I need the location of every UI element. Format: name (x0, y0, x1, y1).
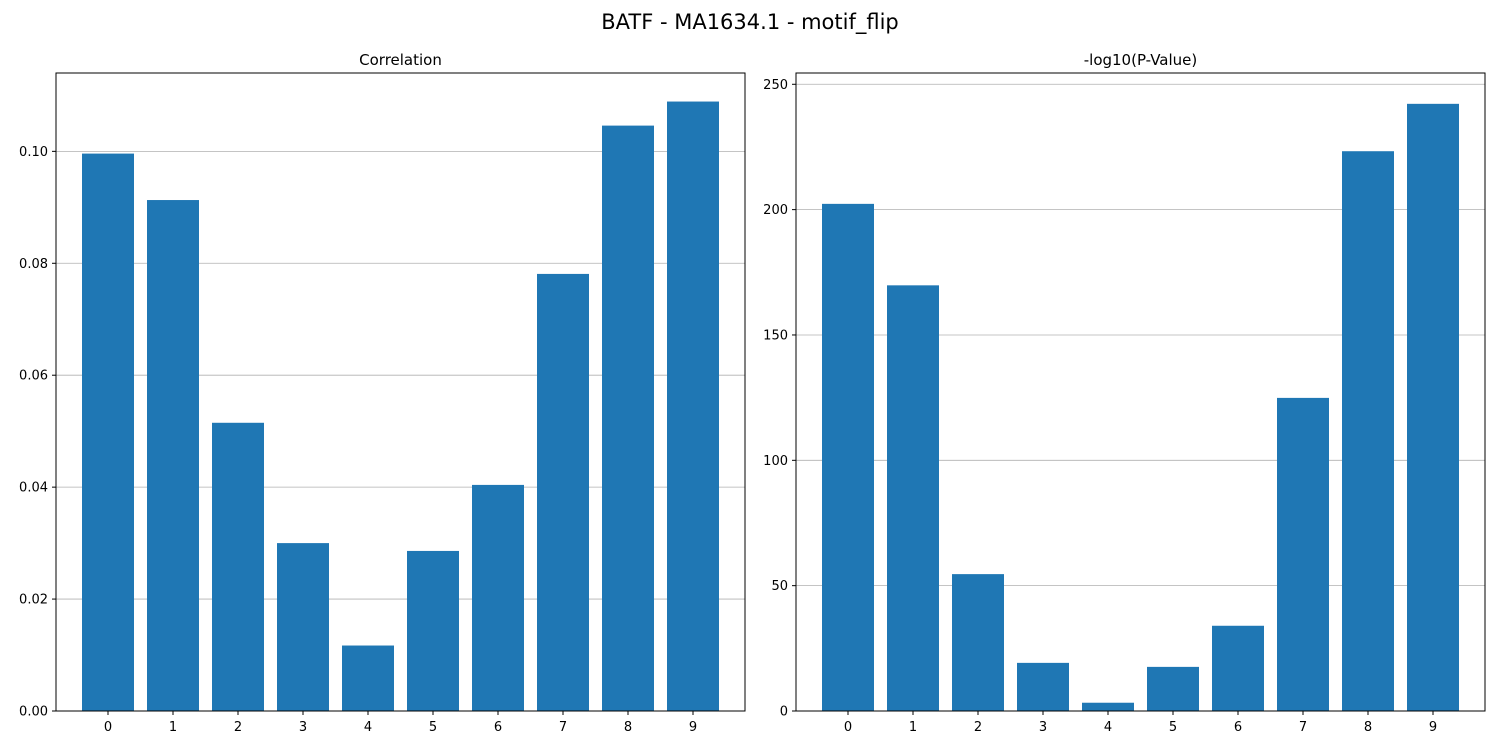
ytick-label-1-2: 100 (763, 454, 788, 469)
xtick-label-0-1: 1 (169, 720, 177, 735)
xtick-label-1-2: 2 (974, 720, 982, 735)
xtick-label-0-2: 2 (234, 720, 242, 735)
bar-1-5 (1147, 666, 1199, 711)
ytick-label-1-1: 50 (771, 579, 788, 594)
bar-0-4 (342, 645, 394, 711)
xtick-label-1-5: 5 (1169, 720, 1177, 735)
xtick-label-0-8: 8 (624, 720, 632, 735)
ytick-label-1-4: 200 (763, 203, 788, 218)
bar-1-9 (1407, 103, 1459, 711)
bar-1-6 (1212, 625, 1264, 711)
bar-0-3 (277, 543, 329, 711)
axes-frame-1 (795, 72, 1486, 712)
bar-1-7 (1277, 397, 1329, 711)
xtick-label-0-9: 9 (689, 720, 697, 735)
chart-panel-1: 0 50 100 150 200 250 0 1 2 3 4 5 6 7 8 9 -log10(P-Value) (763, 51, 1486, 735)
bar-1-4 (1082, 702, 1134, 711)
bar-0-0 (82, 153, 134, 711)
bar-1-3 (1017, 662, 1069, 711)
bar-0-9 (667, 101, 719, 711)
xtick-label-0-3: 3 (299, 720, 307, 735)
xtick-label-1-8: 8 (1364, 720, 1372, 735)
xtick-label-1-9: 9 (1429, 720, 1437, 735)
xtick-label-1-0: 0 (844, 720, 852, 735)
ytick-label-0-3: 0.06 (19, 369, 48, 384)
bar-0-6 (472, 484, 524, 711)
xtick-label-1-3: 3 (1039, 720, 1047, 735)
xtick-label-1-4: 4 (1104, 720, 1112, 735)
bar-0-2 (212, 422, 264, 711)
ytick-label-0-0: 0.00 (19, 705, 48, 720)
xtick-label-1-7: 7 (1299, 720, 1307, 735)
xtick-label-0-5: 5 (429, 720, 437, 735)
ytick-label-0-1: 0.02 (19, 593, 48, 608)
ytick-label-1-0: 0 (780, 705, 788, 720)
ytick-label-0-4: 0.08 (19, 257, 48, 272)
panel-title-1: -log10(P-Value) (1084, 51, 1198, 69)
xtick-label-1-6: 6 (1234, 720, 1242, 735)
bar-1-1 (887, 285, 939, 711)
xtick-label-0-7: 7 (559, 720, 567, 735)
bar-0-7 (537, 273, 589, 711)
bar-0-8 (602, 125, 654, 712)
chart-panel-0: 0.00 0.02 0.04 0.06 0.08 0.10 0 1 2 3 4 5 6 7 8 9 Correl… (19, 51, 746, 735)
bar-0-1 (147, 200, 199, 711)
xtick-label-0-0: 0 (104, 720, 112, 735)
xtick-label-0-4: 4 (364, 720, 372, 735)
ytick-label-1-5: 250 (763, 78, 788, 93)
figure-title: BATF - MA1634.1 - motif_flip (601, 10, 899, 34)
ytick-label-0-2: 0.04 (19, 481, 48, 496)
axes-frame-0 (55, 72, 746, 712)
xtick-label-1-1: 1 (909, 720, 917, 735)
bar-1-8 (1342, 151, 1394, 711)
bar-0-5 (407, 550, 459, 711)
panel-title-0: Correlation (359, 51, 442, 69)
bar-1-0 (822, 203, 874, 711)
bar-1-2 (952, 574, 1004, 711)
ytick-label-0-5: 0.10 (19, 145, 48, 160)
xtick-label-0-6: 6 (494, 720, 502, 735)
ytick-label-1-3: 150 (763, 328, 788, 343)
